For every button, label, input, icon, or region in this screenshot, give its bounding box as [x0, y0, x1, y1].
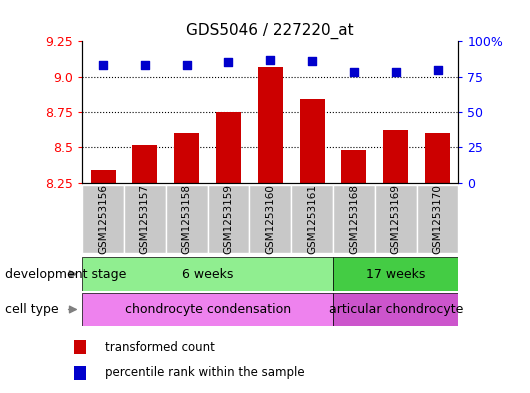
- Bar: [74, 340, 86, 354]
- Text: 17 weeks: 17 weeks: [366, 268, 426, 281]
- Text: GSM1253159: GSM1253159: [224, 184, 234, 254]
- Point: [224, 59, 233, 66]
- Bar: [333, 185, 375, 253]
- Bar: [341, 150, 366, 183]
- Text: percentile rank within the sample: percentile rank within the sample: [105, 366, 305, 379]
- Bar: [82, 185, 124, 253]
- Bar: [417, 185, 458, 253]
- Bar: [299, 99, 325, 183]
- Point: [140, 62, 149, 68]
- Text: GSM1253157: GSM1253157: [140, 184, 150, 254]
- Text: 6 weeks: 6 weeks: [182, 268, 233, 281]
- Bar: [91, 170, 116, 183]
- Bar: [124, 185, 166, 253]
- Point: [182, 62, 191, 68]
- Text: GSM1253158: GSM1253158: [182, 184, 192, 254]
- Point: [308, 58, 316, 64]
- Bar: [250, 185, 291, 253]
- Text: development stage: development stage: [5, 268, 127, 281]
- Bar: [216, 112, 241, 183]
- Text: GSM1253168: GSM1253168: [349, 184, 359, 254]
- Text: GSM1253161: GSM1253161: [307, 184, 317, 254]
- Bar: [383, 130, 408, 183]
- Point: [434, 66, 442, 73]
- Text: transformed count: transformed count: [105, 341, 215, 354]
- Bar: [333, 293, 458, 326]
- Text: GSM1253169: GSM1253169: [391, 184, 401, 254]
- Bar: [132, 145, 157, 183]
- Bar: [291, 185, 333, 253]
- Bar: [425, 133, 450, 183]
- Bar: [82, 257, 333, 291]
- Bar: [333, 257, 458, 291]
- Point: [99, 62, 107, 68]
- Text: GSM1253160: GSM1253160: [266, 184, 275, 254]
- Text: GSM1253156: GSM1253156: [98, 184, 108, 254]
- Bar: [375, 185, 417, 253]
- Bar: [166, 185, 208, 253]
- Text: cell type: cell type: [5, 303, 59, 316]
- Title: GDS5046 / 227220_at: GDS5046 / 227220_at: [187, 22, 354, 39]
- Bar: [174, 133, 199, 183]
- Bar: [74, 366, 86, 380]
- Point: [350, 69, 358, 75]
- Text: articular chondrocyte: articular chondrocyte: [329, 303, 463, 316]
- Bar: [208, 185, 250, 253]
- Point: [392, 69, 400, 75]
- Bar: [82, 293, 333, 326]
- Text: chondrocyte condensation: chondrocyte condensation: [125, 303, 290, 316]
- Point: [266, 57, 275, 63]
- Bar: [258, 67, 283, 183]
- Text: GSM1253170: GSM1253170: [432, 184, 443, 254]
